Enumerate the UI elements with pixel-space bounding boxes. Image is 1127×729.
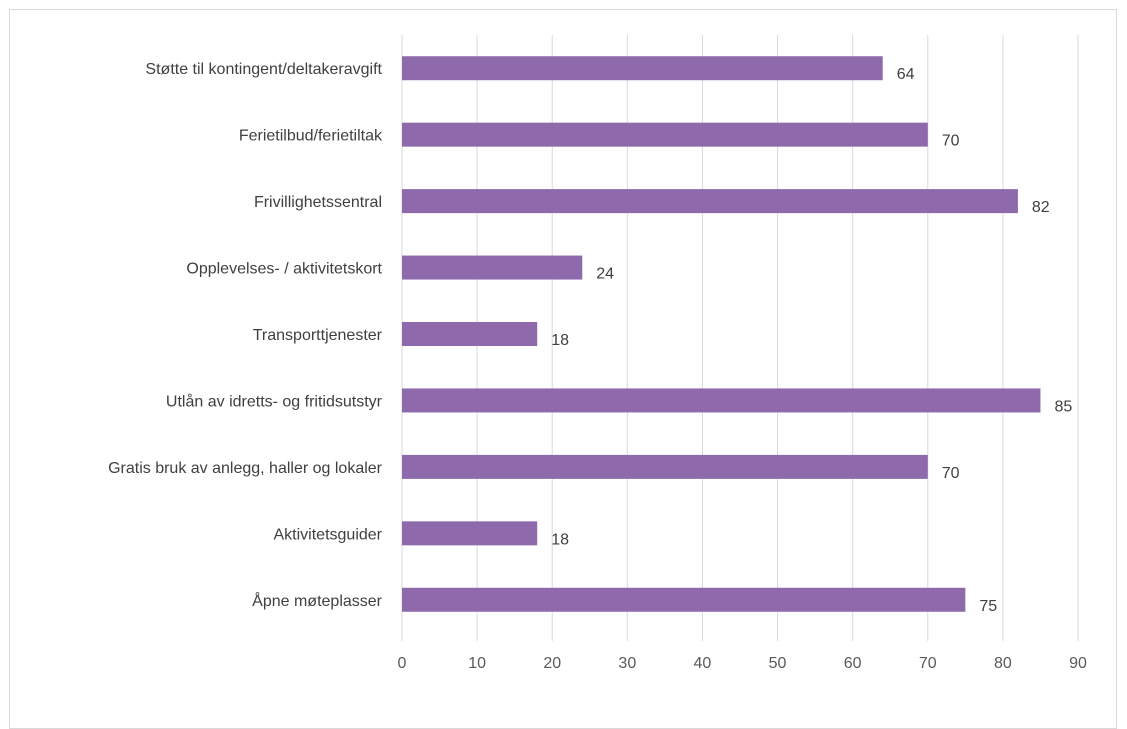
x-tick-label: 50 [769,655,787,672]
bars [402,56,1041,612]
x-tick-label: 10 [468,655,486,672]
data-label: 75 [979,598,997,615]
x-tick-label: 80 [994,655,1012,672]
bar-chart: Støtte til kontingent/deltakeravgift Feri… [108,35,1087,672]
data-label: 85 [1054,398,1072,415]
category-label: Opplevelses- / aktivitetskort [186,261,382,278]
bar [402,122,928,147]
data-label: 70 [942,133,960,150]
x-tick-label: 60 [844,655,862,672]
category-label: Frivillighetssentral [254,194,382,211]
data-label: 18 [551,332,569,349]
x-tick-label: 0 [398,655,407,672]
x-tick-label: 40 [694,655,712,672]
bar [402,322,538,346]
x-axis-tick-labels: 0 10 20 30 40 50 60 70 80 90 [398,655,1087,672]
bar [402,587,966,612]
bar [402,521,538,546]
bar [402,454,928,479]
data-label: 18 [551,531,569,548]
data-labels: 64 70 82 24 18 85 70 18 75 [551,66,1072,615]
category-label: Utlån av idretts- og fritidsutstyr [166,392,383,410]
data-label: 24 [596,266,614,283]
bar [402,56,883,81]
category-label: Gratis bruk av anlegg, haller og lokaler [108,460,383,477]
bar [402,255,583,280]
data-label: 70 [942,465,960,482]
category-label: Transporttjenester [253,327,383,344]
bar [402,388,1041,413]
category-label: Åpne møteplasser [252,591,383,610]
data-label: 82 [1032,199,1050,216]
category-labels: Støtte til kontingent/deltakeravgift Feri… [108,61,383,610]
x-tick-label: 70 [919,655,937,672]
x-tick-label: 30 [618,655,636,672]
bar [402,189,1018,214]
category-label: Aktivitetsguider [274,526,383,543]
data-label: 64 [897,66,915,83]
category-label: Støtte til kontingent/deltakeravgift [145,61,382,78]
category-label: Ferietilbud/ferietiltak [239,128,383,145]
x-tick-label: 20 [543,655,561,672]
x-tick-label: 90 [1069,655,1087,672]
